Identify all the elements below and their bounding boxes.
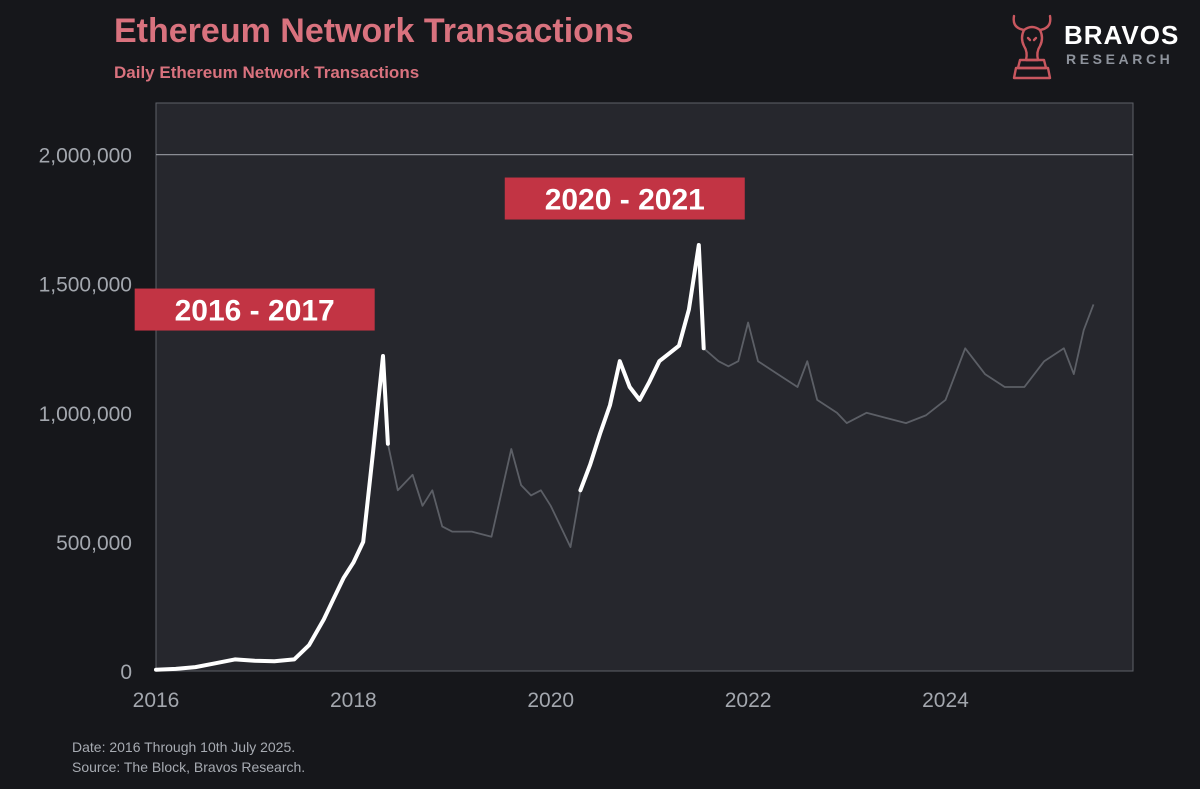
x-tick-label: 2016 [133, 689, 180, 712]
x-tick-label: 2022 [725, 689, 772, 712]
y-tick-label: 1,500,000 [39, 274, 132, 297]
y-tick-label: 500,000 [56, 532, 132, 555]
x-tick-label: 2024 [922, 689, 969, 712]
chart-title: Ethereum Network Transactions [114, 12, 634, 50]
logo-name: BRAVOS [1064, 20, 1180, 50]
annotation-box [504, 177, 745, 220]
x-tick-label: 2020 [527, 689, 574, 712]
x-tick-label: 2018 [330, 689, 377, 712]
footer-date-note: Date: 2016 Through 10th July 2025. [72, 739, 296, 755]
y-tick-label: 1,000,000 [39, 403, 132, 426]
brand-logo: BRAVOS RESEARCH [1006, 8, 1192, 82]
logo-subtitle: RESEARCH [1066, 51, 1174, 67]
annotation-label: 2020 - 2021 [545, 184, 705, 217]
annotation-label: 2016 - 2017 [175, 295, 335, 328]
highlight-line-1 [154, 354, 390, 672]
bull-knight-icon [1012, 14, 1052, 80]
highlight-line-2 [578, 243, 706, 493]
chart-subtitle: Daily Ethereum Network Transactions [114, 63, 420, 82]
annotation-box [134, 288, 375, 331]
y-tick-label: 0 [120, 661, 132, 684]
footer-source-note: Source: The Block, Bravos Research. [72, 759, 306, 775]
y-tick-label: 2,000,000 [39, 145, 132, 168]
